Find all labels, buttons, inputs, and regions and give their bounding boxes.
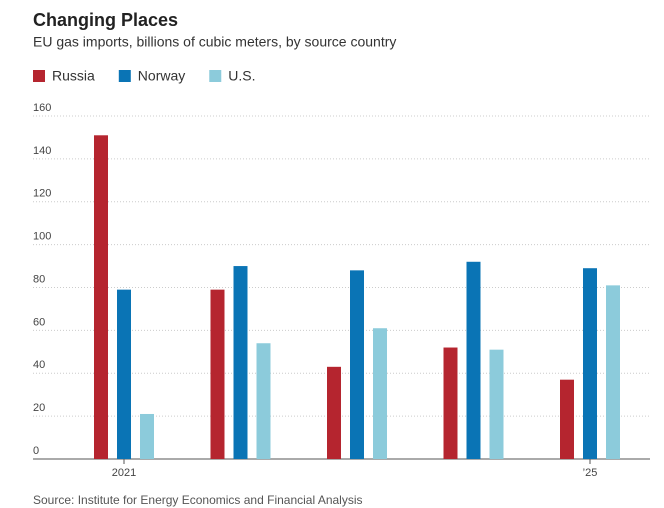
bar	[443, 347, 458, 459]
y-tick-label: 120	[33, 188, 51, 200]
bar	[489, 349, 504, 459]
bar	[256, 343, 271, 459]
bar	[327, 366, 341, 459]
bar	[466, 261, 481, 459]
y-tick-label: 40	[33, 359, 45, 371]
y-tick-label: 160	[33, 102, 51, 114]
legend-label: Russia	[52, 68, 95, 84]
bar	[373, 328, 387, 459]
legend-swatch	[118, 70, 131, 82]
legend-label: Norway	[138, 68, 185, 84]
bar	[94, 135, 108, 459]
bar	[606, 285, 620, 459]
y-tick-label: 20	[33, 402, 45, 414]
y-tick-label: 0	[33, 445, 39, 457]
chart-subtitle: EU gas imports, billions of cubic meters…	[33, 34, 396, 50]
chart-title: Changing Places	[33, 10, 178, 30]
bar	[233, 266, 248, 459]
bar	[210, 289, 225, 459]
y-tick-label: 60	[33, 316, 45, 328]
x-tick-label: 2021	[112, 467, 136, 479]
source-note: Source: Institute for Energy Economics a…	[33, 493, 363, 507]
y-tick-label: 140	[33, 145, 51, 157]
legend-swatch	[33, 70, 45, 82]
bar	[140, 413, 154, 459]
y-tick-label: 80	[33, 273, 45, 285]
legend-label: U.S.	[228, 68, 255, 84]
bar	[117, 289, 131, 459]
x-tick-label: ’25	[583, 467, 598, 479]
y-tick-label: 100	[33, 231, 51, 243]
bar	[350, 270, 364, 459]
bar	[560, 379, 574, 459]
bar	[583, 268, 597, 459]
legend-swatch	[209, 70, 222, 82]
